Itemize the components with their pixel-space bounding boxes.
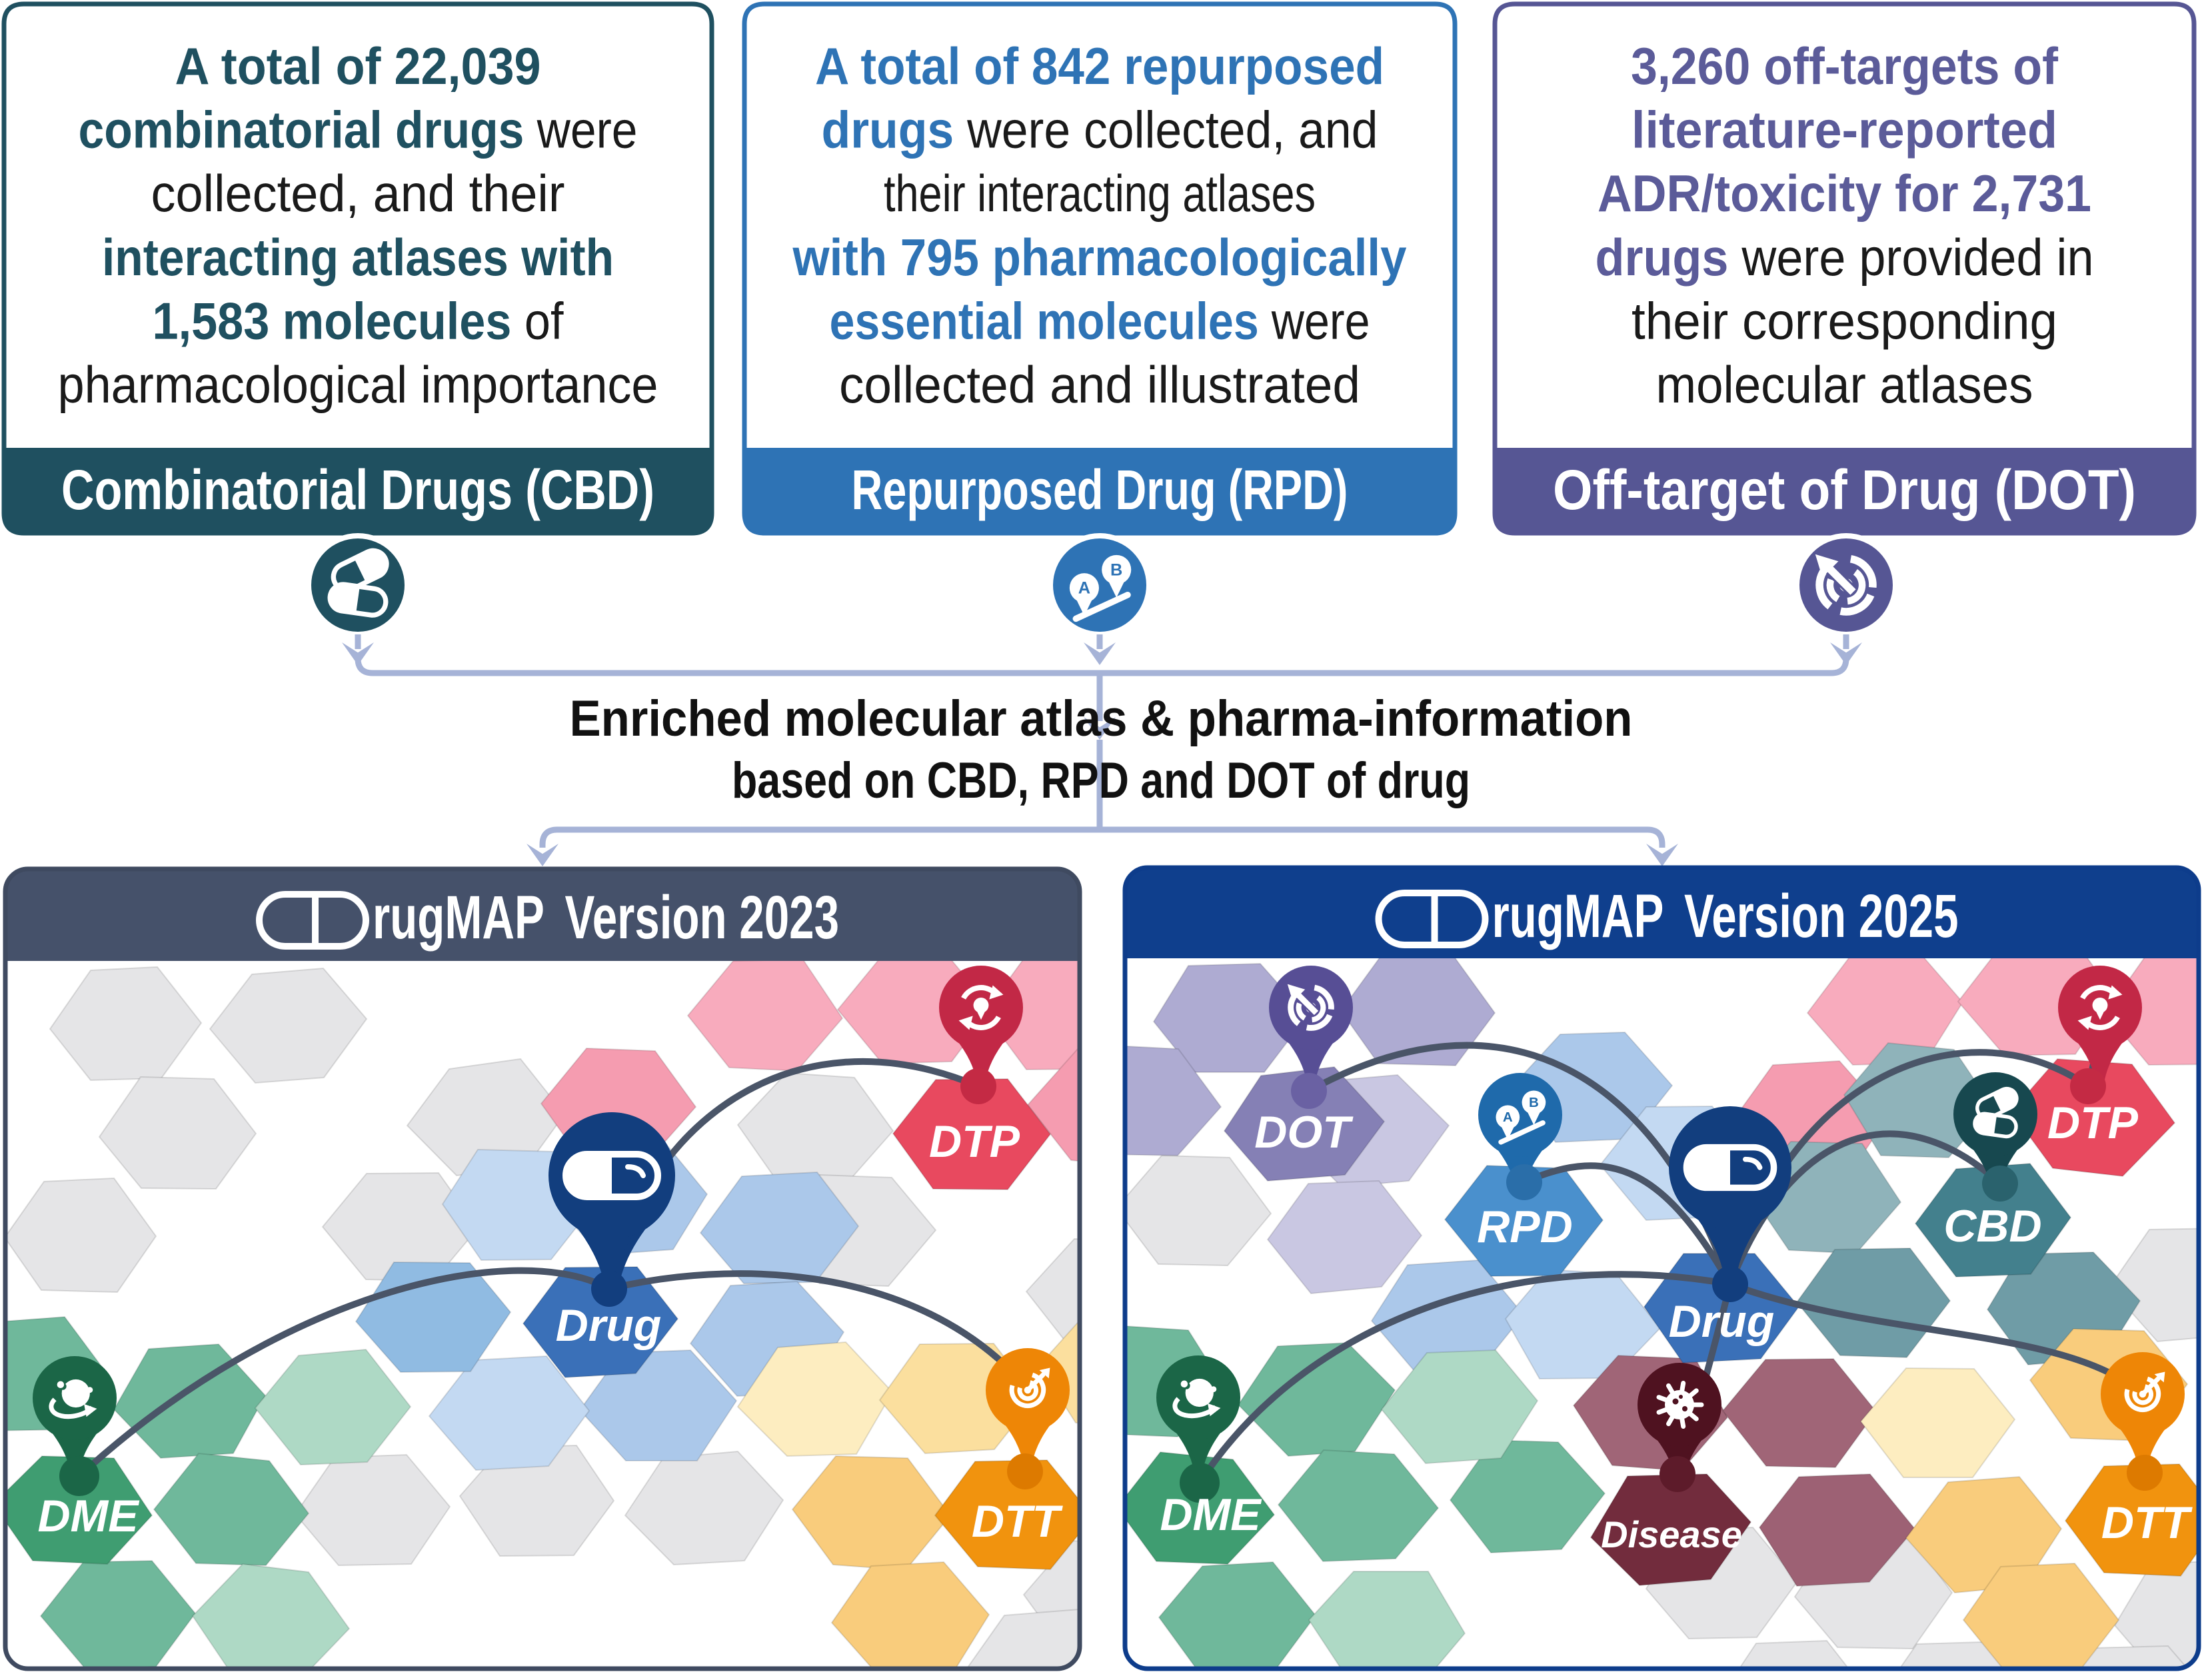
svg-text:Off-target of Drug (DOT): Off-target of Drug (DOT) [1553, 458, 2136, 521]
svg-text:B: B [1529, 1095, 1539, 1110]
svg-text:drugs were collected, and: drugs were collected, and [822, 101, 1378, 159]
svg-text:essential molecules were: essential molecules were [830, 291, 1370, 350]
svg-text:DOT: DOT [1254, 1107, 1354, 1158]
svg-text:collected and illustrated: collected and illustrated [839, 355, 1360, 414]
svg-text:with 795 pharmacologically: with 795 pharmacologically [792, 228, 1407, 287]
svg-text:A total of 22,039: A total of 22,039 [175, 37, 541, 95]
svg-text:ADR/toxicity for 2,731: ADR/toxicity for 2,731 [1598, 164, 2091, 223]
svg-text:3,260 off-targets of: 3,260 off-targets of [1631, 37, 2059, 95]
svg-text:CBD: CBD [1943, 1201, 2041, 1252]
svg-text:based on CBD, RPD and DOT of d: based on CBD, RPD and DOT of drug [732, 752, 1470, 809]
svg-text:collected, and their: collected, and their [151, 164, 565, 223]
svg-text:Enriched molecular atlas & pha: Enriched molecular atlas & pharma-inform… [570, 690, 1633, 747]
svg-text:Drug: Drug [556, 1300, 662, 1351]
svg-text:B: B [1110, 560, 1122, 579]
svg-text:Repurposed Drug (RPD): Repurposed Drug (RPD) [852, 458, 1348, 521]
svg-text:literature-reported: literature-reported [1632, 101, 2057, 159]
svg-text:A: A [1078, 579, 1090, 598]
svg-text:interacting atlases with: interacting atlases with [102, 228, 614, 287]
svg-text:DME: DME [37, 1491, 140, 1541]
svg-text:DTT: DTT [2101, 1497, 2193, 1548]
svg-text:1,583 molecules of: 1,583 molecules of [153, 291, 564, 350]
svg-text:A total of 842 repurposed: A total of 842 repurposed [815, 37, 1384, 95]
svg-text:combinatorial drugs were: combinatorial drugs were [79, 101, 638, 159]
svg-text:rugMAP Version 2023: rugMAP Version 2023 [373, 884, 839, 952]
svg-text:Combinatorial Drugs (CBD): Combinatorial Drugs (CBD) [61, 458, 654, 521]
svg-text:rugMAP Version 2025: rugMAP Version 2025 [1492, 882, 1959, 950]
svg-text:RPD: RPD [1477, 1202, 1573, 1252]
svg-text:Disease: Disease [1601, 1513, 1742, 1555]
svg-text:their corresponding: their corresponding [1632, 291, 2057, 350]
svg-text:pharmacological importance: pharmacological importance [58, 355, 658, 414]
svg-text:DME: DME [1160, 1489, 1262, 1540]
svg-text:drugs were provided in: drugs were provided in [1596, 228, 2094, 287]
svg-text:Drug: Drug [1669, 1296, 1775, 1347]
svg-text:their interacting atlases: their interacting atlases [884, 164, 1316, 223]
svg-text:molecular atlases: molecular atlases [1656, 355, 2033, 414]
svg-text:DTT: DTT [972, 1496, 1064, 1547]
svg-text:DTP: DTP [929, 1116, 1020, 1167]
svg-text:A: A [1503, 1110, 1513, 1125]
svg-text:DTP: DTP [2047, 1098, 2139, 1148]
